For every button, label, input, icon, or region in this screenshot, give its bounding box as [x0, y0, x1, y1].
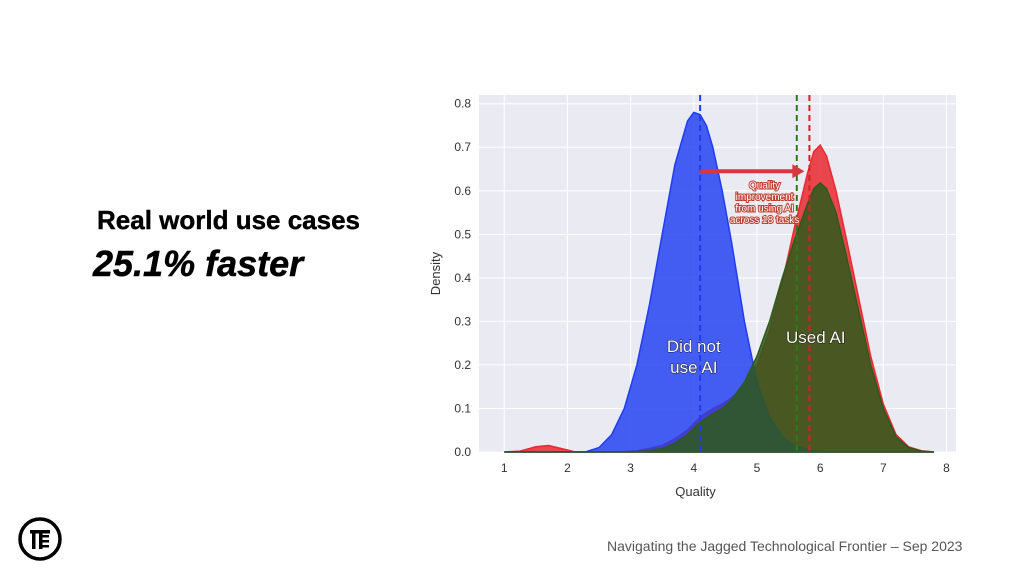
y-tick-label: 0.1	[454, 401, 471, 415]
y-tick-label: 0.0	[454, 445, 471, 459]
x-tick-label: 1	[501, 461, 508, 475]
density-chart: 0.0 0.1 0.2 0.3 0.4 0.5 0.6 0.7 0.8 1 2 3 4 5 6 7 8 Quali…	[428, 95, 956, 499]
annotation-text: across 18 tasks	[730, 215, 799, 226]
x-tick-label: 6	[817, 461, 824, 475]
y-tick-label: 0.5	[454, 227, 471, 241]
footer-citation: Navigating the Jagged Technological Fron…	[607, 538, 963, 554]
slide-stat: 25.1% faster	[93, 243, 304, 285]
annotation-text: improvement	[736, 192, 794, 203]
annotation-text: from using AI	[735, 204, 793, 215]
x-tick-label: 2	[564, 461, 571, 475]
annotation-text: use AI	[670, 358, 717, 377]
annotation-text: Quality	[749, 181, 780, 192]
y-tick-label: 0.3	[454, 314, 471, 328]
y-tick-label: 0.4	[454, 271, 471, 285]
density-area-2	[504, 181, 934, 453]
annotation-text: Did not	[667, 337, 721, 356]
annotation-text: Used AI	[786, 328, 846, 347]
x-tick-label: 7	[880, 461, 887, 475]
x-tick-label: 8	[943, 461, 950, 475]
y-tick-label: 0.6	[454, 184, 471, 198]
improvement-arrowhead	[792, 164, 805, 179]
y-tick-label: 0.2	[454, 358, 471, 372]
x-tick-label: 5	[754, 461, 761, 475]
y-tick-label: 0.7	[454, 140, 471, 154]
brand-logo-icon	[18, 517, 62, 561]
y-tick-label: 0.8	[454, 97, 471, 111]
x-tick-label: 4	[690, 461, 697, 475]
slide-headline: Real world use cases	[97, 205, 361, 235]
x-tick-label: 3	[627, 461, 634, 475]
y-axis-label: Density	[428, 251, 443, 295]
x-axis-label: Quality	[675, 484, 716, 499]
